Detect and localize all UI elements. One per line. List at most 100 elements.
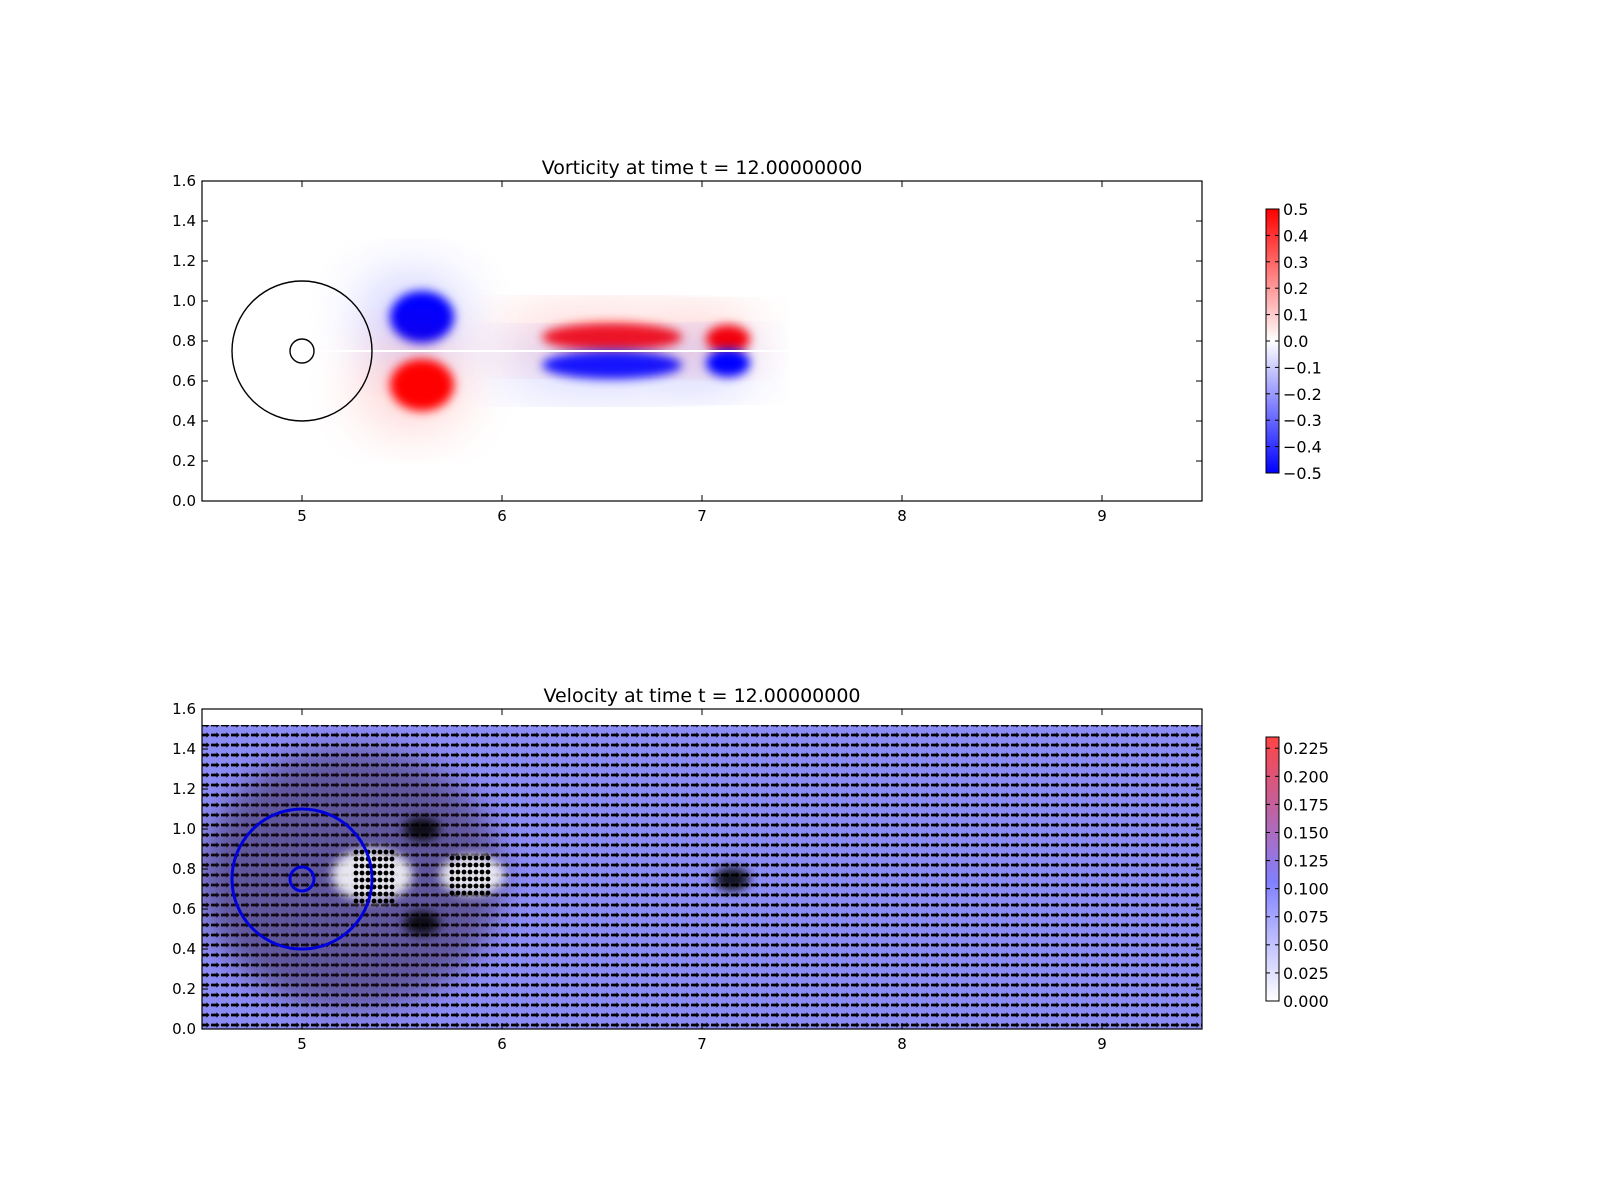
colorbar-tick-label: 0.075 [1283, 908, 1329, 927]
quiver-dot [359, 884, 365, 890]
velocity-field [202, 725, 1202, 1029]
colorbar-tick-label: 0.025 [1283, 964, 1329, 983]
colorbar-tick-label: 0.050 [1283, 936, 1329, 955]
quiver-dot [353, 856, 359, 862]
quiver-dot [377, 856, 383, 862]
quiver-dot [353, 870, 359, 876]
velocity-colorbar-gradient [1265, 736, 1280, 1002]
x-tick-label: 5 [297, 507, 307, 525]
vortex-core [390, 291, 454, 343]
y-tick-label: 1.2 [172, 252, 196, 270]
quiver-dot [371, 898, 377, 904]
quiver-dot [455, 869, 461, 875]
quiver-dot [473, 883, 479, 889]
y-tick-label: 0.4 [172, 412, 196, 430]
y-tick-label: 1.4 [172, 740, 196, 758]
y-tick-label: 0.0 [172, 492, 196, 510]
quiver-dot [473, 855, 479, 861]
quiver-dot [455, 862, 461, 868]
y-tick-label: 1.6 [172, 700, 196, 718]
quiver-dot [389, 849, 395, 855]
colorbar-tick-label: 0.000 [1283, 992, 1329, 1011]
x-tick-label: 7 [697, 1035, 707, 1053]
quiver-dot [383, 849, 389, 855]
quiver-dot [377, 877, 383, 883]
quiver-dot [485, 862, 491, 868]
x-tick-label: 8 [897, 507, 907, 525]
vortex-core [542, 323, 682, 351]
colorbar-tick-label: 0.1 [1283, 306, 1308, 325]
quiver-dot [449, 862, 455, 868]
quiver-dot [473, 890, 479, 896]
quiver-dot [383, 898, 389, 904]
quiver-dot [461, 876, 467, 882]
quiver-dot [371, 856, 377, 862]
quiver-dot [377, 898, 383, 904]
colorbar-tick-label: −0.3 [1283, 411, 1322, 430]
quiver-dot [479, 862, 485, 868]
colorbar-tick-label: 0.100 [1283, 880, 1329, 899]
quiver-dot [359, 849, 365, 855]
x-tick-label: 7 [697, 507, 707, 525]
quiver-dot [467, 862, 473, 868]
quiver-dot [485, 855, 491, 861]
quiver-dot [455, 883, 461, 889]
quiver-dot [383, 856, 389, 862]
colorbar-tick-label: 0.4 [1283, 226, 1308, 245]
quiver-dot [383, 863, 389, 869]
y-tick-label: 0.8 [172, 332, 196, 350]
colorbar-tick-label: 0.175 [1283, 795, 1329, 814]
quiver-dot [461, 855, 467, 861]
y-tick-label: 0.4 [172, 940, 196, 958]
stagnation-patch [440, 855, 504, 895]
y-tick-label: 1.2 [172, 780, 196, 798]
x-tick-label: 5 [297, 1035, 307, 1053]
vorticity-y-ticks: 0.0 0.2 0.4 0.6 0.8 1.0 1.2 1.4 1.6 [172, 172, 1202, 510]
quiver-dot [359, 891, 365, 897]
vortex-core-dark [404, 911, 440, 935]
velocity-circles [230, 807, 374, 951]
quiver-dot [485, 883, 491, 889]
x-tick-label: 6 [497, 1035, 507, 1053]
quiver-dot [371, 849, 377, 855]
velocity-x-ticks: 5 6 7 8 9 [297, 709, 1107, 1053]
quiver-dot [383, 877, 389, 883]
quiver-dot [473, 876, 479, 882]
velocity-colorbar: 0.225 0.200 0.175 0.150 0.125 0.100 0.075 0.050… [1265, 736, 1329, 1011]
quiver-dot [359, 863, 365, 869]
x-tick-label: 9 [1097, 507, 1107, 525]
velocity-y-ticks: 0.0 0.2 0.4 0.6 0.8 1.0 1.2 1.4 1.6 [172, 700, 1202, 1038]
boundary-circle [289, 338, 315, 364]
quiver-dot [353, 898, 359, 904]
x-tick-label: 9 [1097, 1035, 1107, 1053]
quiver-dot [389, 898, 395, 904]
y-tick-label: 0.2 [172, 980, 196, 998]
quiver-dot [461, 862, 467, 868]
quiver-dot [485, 869, 491, 875]
quiver-dot [371, 863, 377, 869]
quiver-dot [353, 863, 359, 869]
quiver-dot [449, 855, 455, 861]
quiver-dot [467, 869, 473, 875]
y-tick-label: 1.0 [172, 820, 196, 838]
quiver-dot [389, 891, 395, 897]
vortex-core-dark [404, 817, 440, 841]
quiver-dot [383, 884, 389, 890]
quiver-dot [461, 883, 467, 889]
quiver-dot [383, 870, 389, 876]
quiver-dot [449, 869, 455, 875]
vortex-core [390, 359, 454, 411]
quiver-dot [359, 877, 365, 883]
colorbar-tick-label: −0.1 [1283, 358, 1322, 377]
colorbar-tick-label: −0.2 [1283, 385, 1322, 404]
boundary-circle [288, 865, 316, 893]
velocity-panel: Velocity at time t = 12.00000000 5 6 7 8 9 0… [172, 685, 1329, 1053]
quiver-dot [473, 862, 479, 868]
quiver-dot [389, 884, 395, 890]
y-tick-label: 0.8 [172, 860, 196, 878]
x-tick-label: 8 [897, 1035, 907, 1053]
colorbar-tick-label: −0.5 [1283, 464, 1322, 483]
colorbar-tick-label: 0.0 [1283, 332, 1308, 351]
quiver-dot [455, 890, 461, 896]
